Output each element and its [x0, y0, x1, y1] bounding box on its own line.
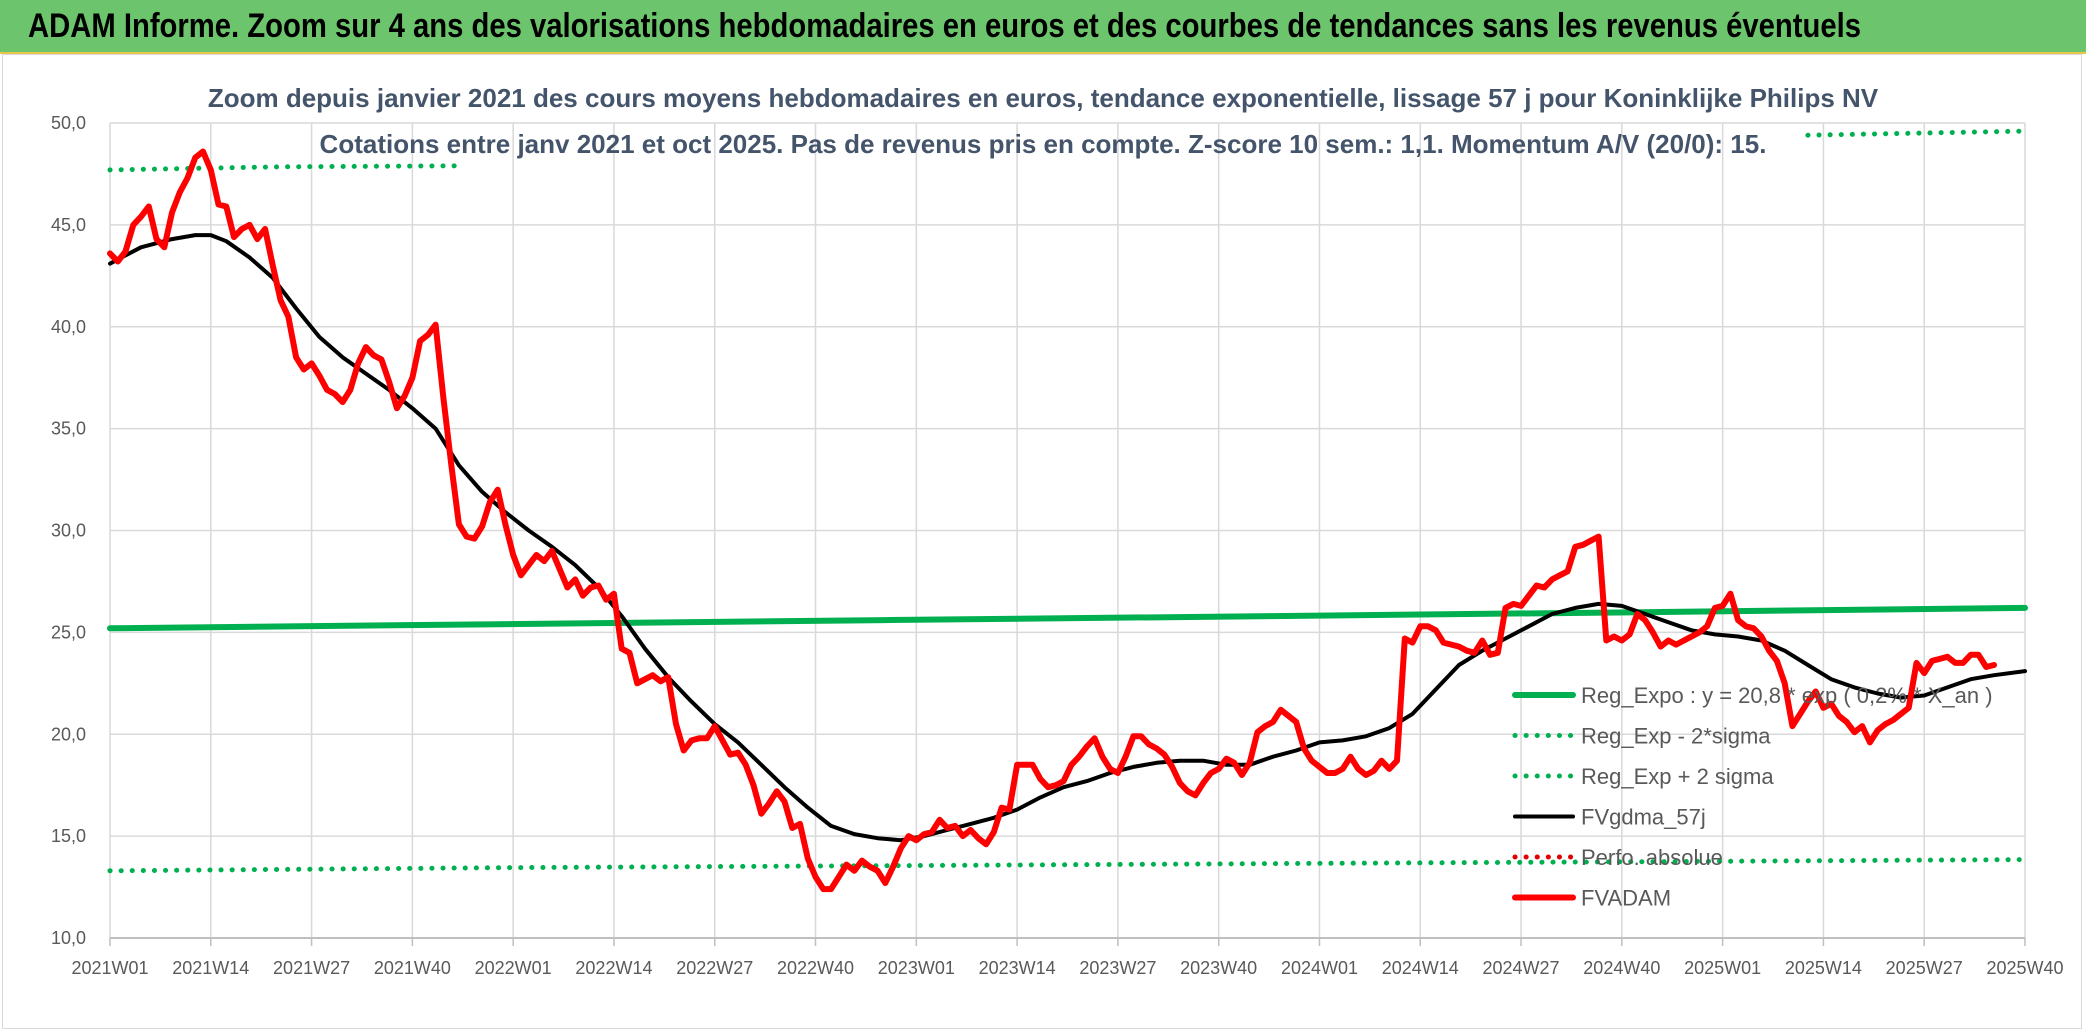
report-title: ADAM Informe. Zoom sur 4 ans des valoris…: [28, 7, 1861, 45]
x-tick-label: 2024W01: [1281, 958, 1358, 978]
legend-label-5: FVADAM: [1581, 886, 1671, 911]
y-tick-label: 25,0: [51, 622, 86, 642]
report-header: ADAM Informe. Zoom sur 4 ans des valoris…: [0, 0, 2086, 54]
x-tick-label: 2023W27: [1079, 958, 1156, 978]
y-tick-label: 20,0: [51, 724, 86, 744]
legend-label-2: Reg_Exp + 2 sigma: [1581, 764, 1774, 789]
axis-layer: 10,0 15,0 20,0 25,0 30,0 35,0 40,0 45,0 50,0 2021…: [51, 113, 2064, 978]
y-tick-label: 40,0: [51, 317, 86, 337]
x-tick-label: 2023W01: [878, 958, 955, 978]
y-tick-label: 35,0: [51, 419, 86, 439]
x-tick-label: 2024W40: [1583, 958, 1660, 978]
x-tick-label: 2021W14: [172, 958, 249, 978]
series-line-1: [107, 857, 2028, 874]
y-tick-label: 45,0: [51, 215, 86, 235]
x-tick-label: 2023W40: [1180, 958, 1257, 978]
x-tick-label: 2021W40: [374, 958, 451, 978]
y-tick-label: 50,0: [51, 113, 86, 133]
legend: Reg_Expo : y = 20,8 * exp ( 0,2% * X_an …: [1512, 683, 1993, 911]
x-tick-label: 2023W14: [979, 958, 1056, 978]
chart-title: Zoom depuis janvier 2021 des cours moyen…: [208, 83, 1879, 113]
y-tick-label: 15,0: [51, 826, 86, 846]
y-tick-label: 10,0: [51, 928, 86, 948]
x-tick-label: 2024W14: [1382, 958, 1459, 978]
legend-label-1: Reg_Exp - 2*sigma: [1581, 724, 1771, 749]
series-layer: [107, 128, 2028, 893]
series-line-5: [107, 148, 1997, 893]
series-line-2: [107, 163, 462, 173]
x-tick-label: 2024W27: [1483, 958, 1560, 978]
x-tick-label: 2025W27: [1886, 958, 1963, 978]
x-tick-label: 2021W27: [273, 958, 350, 978]
x-tick-label: 2025W40: [1986, 958, 2063, 978]
x-tick-label: 2022W14: [575, 958, 652, 978]
x-tick-label: 2022W01: [475, 958, 552, 978]
x-tick-label: 2021W01: [71, 958, 148, 978]
series-line-0: [107, 604, 2028, 632]
x-tick-label: 2025W14: [1785, 958, 1862, 978]
legend-label-4: Perfo. absolue: [1581, 845, 1723, 870]
x-tick-label: 2022W40: [777, 958, 854, 978]
grid-layer: [109, 122, 2026, 939]
legend-label-3: FVgdma_57j: [1581, 805, 1706, 830]
x-tick-label: 2025W01: [1684, 958, 1761, 978]
series-line-3: [108, 233, 2027, 843]
series-line-2: [1805, 128, 2028, 138]
legend-label-0: Reg_Expo : y = 20,8 * exp ( 0,2% * X_an …: [1581, 683, 1993, 708]
chart-subtitle: Cotations entre janv 2021 et oct 2025. P…: [320, 129, 1767, 159]
y-tick-label: 30,0: [51, 521, 86, 541]
x-tick-label: 2022W27: [676, 958, 753, 978]
